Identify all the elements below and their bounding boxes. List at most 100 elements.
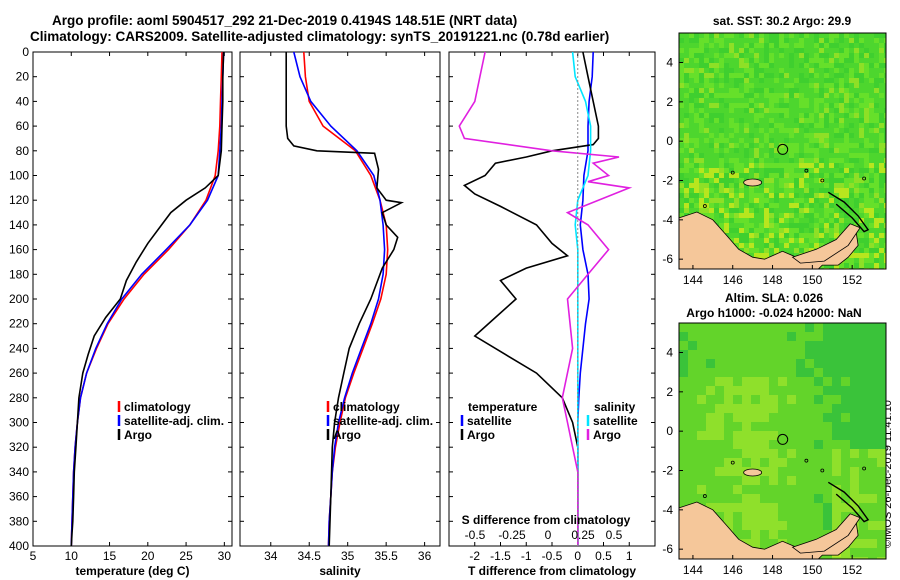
sla_map-cell [850,557,859,559]
sst_map-cell [844,113,849,118]
sla_map-cell [850,350,859,359]
sst_map-cell [884,68,886,73]
sst_map-cell [754,73,759,78]
sst_map-cell [714,178,719,183]
sst_map-cell [764,58,769,63]
sst_map-cell [844,33,849,38]
sst_map-cell [774,163,779,168]
sst_map-cell [704,208,709,213]
difference-secondary-xtick-label: 0.25 [571,528,595,542]
sst_map-cell [819,143,824,148]
sst_map-cell [849,43,854,48]
sst_map-cell [779,103,784,108]
sst_map-cell [839,263,844,268]
sst_map-cell [814,223,819,228]
sst_map-cell [844,188,849,193]
sst_map-cell [679,58,684,63]
sst_map-cell [719,113,724,118]
sst_map-cell [709,43,714,48]
sst_map-cell [844,193,849,198]
sst_map-cell [744,88,749,93]
sst_map-cell [734,93,739,98]
sla_map-cell [850,377,859,386]
sst_map-cell [869,198,874,203]
sst_map-cell [804,208,809,213]
sst_map-cell [719,198,724,203]
sst_map-cell [829,223,834,228]
salinity-xtick-label: 35 [341,549,355,563]
sst_map-cell [884,198,886,203]
sst_map-cell [884,33,886,38]
sst_map-cell [819,173,824,178]
sst_map-cell [839,53,844,58]
sst_map-cell [859,143,864,148]
sst_map-cell [829,158,834,163]
sla_map-cell [850,368,859,377]
sla_map-cell [841,359,850,368]
sst_map-cell [824,93,829,98]
sst_map-cell [804,103,809,108]
sst_map-cell [869,238,874,243]
sst_map-cell [764,53,769,58]
sst_map-cell [859,193,864,198]
sst_map-cell [804,98,809,103]
sst_map-cell [884,178,886,183]
sst_map-cell [869,168,874,173]
sst_map-cell [839,188,844,193]
sst_map-cell [874,243,879,248]
sst_map-cell [814,73,819,78]
sst_map-cell [694,93,699,98]
sst_map-cell [799,33,804,38]
sst_map-cell [764,63,769,68]
sla_map-cell [859,404,868,413]
sst_map-cell [744,148,749,153]
sla_map-islet [862,466,867,471]
sst_map-cell [804,78,809,83]
sst_map-cell [754,93,759,98]
sst_map-cell [819,193,824,198]
sst_map-cell [869,53,874,58]
sst_map-cell [769,178,774,183]
sst_map-cell [839,218,844,223]
sst_map-cell [789,58,794,63]
sla_map-cell [769,503,778,512]
sst_map-cell [829,173,834,178]
sla_map-islet [730,460,735,465]
sst_map-cell [789,188,794,193]
sst_map-cell [864,73,869,78]
sla_map-cell [877,341,886,350]
sst_map-cell [804,158,809,163]
sst_map-cell [824,213,829,218]
sst_map-cell [724,183,729,188]
sst_map-cell [869,113,874,118]
sst_map-cell [834,183,839,188]
sst_map-cell [849,78,854,83]
sst_map-cell [854,188,859,193]
sst_map-cell [719,43,724,48]
difference-legend-label: satellite [467,414,512,428]
sla_map-cell [823,341,832,350]
sst_map-cell [809,83,814,88]
sst_map-cell [699,188,704,193]
sst_map-cell [794,93,799,98]
sla_map-cell [850,341,859,350]
sst_map-cell [804,33,809,38]
sla_map-cell [877,359,886,368]
sla_map-cell [751,539,760,548]
sst_map-cell [809,193,814,198]
sst_map-cell [739,218,744,223]
sst_map-cell [684,178,689,183]
sst_map-cell [679,63,684,68]
sst_map-cell [709,63,714,68]
sla_map-cell [832,377,841,386]
sst_map-cell [744,123,749,128]
sst_map-cell [764,138,769,143]
sst_map-cell [834,108,839,113]
sst_map-cell [764,253,769,258]
sst_map-cell [679,188,684,193]
sla_map-cell [769,530,778,539]
sst_map-cell [789,233,794,238]
sst_map-cell [789,148,794,153]
sst_map-cell [839,133,844,138]
sst_map-cell [754,58,759,63]
